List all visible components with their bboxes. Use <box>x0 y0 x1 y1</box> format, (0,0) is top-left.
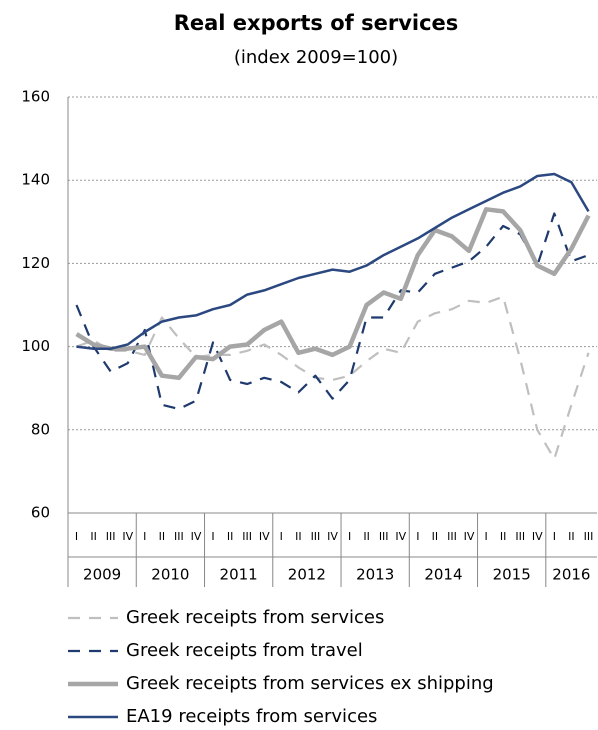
x-tick-label: IV <box>532 530 543 543</box>
year-label: 2009 <box>83 566 121 584</box>
x-tick-label: I <box>484 530 487 543</box>
x-tick-label: I <box>143 530 146 543</box>
x-tick-label: I <box>416 530 419 543</box>
x-tick-label: II <box>227 530 234 543</box>
year-label: 2012 <box>288 566 326 584</box>
y-tick-label: 100 <box>21 337 50 355</box>
x-tick-label: I <box>553 530 556 543</box>
x-tick-label: I <box>75 530 78 543</box>
x-tick-label: III <box>515 530 525 543</box>
x-tick-label: IV <box>122 530 133 543</box>
y-tick-label: 80 <box>31 420 50 438</box>
chart-subtitle: (index 2009=100) <box>234 47 398 68</box>
x-tick-label: IV <box>395 530 406 543</box>
y-tick-label: 120 <box>21 254 50 272</box>
year-label: 2013 <box>356 566 394 584</box>
legend-label: Greek receipts from travel <box>126 640 363 661</box>
x-tick-label: II <box>90 530 97 543</box>
legend-label: EA19 receipts from services <box>126 706 377 727</box>
x-tick-label: III <box>106 530 116 543</box>
line-series <box>75 212 589 411</box>
x-tick-label: IV <box>259 530 270 543</box>
x-tick-label: I <box>280 530 283 543</box>
line-series <box>76 295 590 460</box>
x-tick-label: III <box>447 530 457 543</box>
year-label: 2014 <box>424 566 462 584</box>
x-tick-label: IV <box>464 530 475 543</box>
x-tick-label: III <box>174 530 184 543</box>
y-tick-label: 160 <box>21 88 50 106</box>
x-tick-label: II <box>159 530 166 543</box>
y-tick-label: 140 <box>21 171 50 189</box>
chart-title: Real exports of services <box>174 11 459 35</box>
legend-label: Greek receipts from services ex shipping <box>126 673 494 694</box>
year-label: 2016 <box>552 566 590 584</box>
x-tick-label: I <box>348 530 351 543</box>
legend-label: Greek receipts from services <box>126 607 384 628</box>
x-tick-label: II <box>363 530 370 543</box>
x-tick-label: II <box>500 530 507 543</box>
y-tick-label: 60 <box>31 504 50 522</box>
line-series <box>76 172 590 350</box>
year-label: 2011 <box>220 566 258 584</box>
x-tick-label: II <box>295 530 302 543</box>
x-tick-label: IV <box>327 530 338 543</box>
x-tick-label: III <box>379 530 389 543</box>
x-tick-label: II <box>568 530 575 543</box>
x-tick-label: III <box>242 530 252 543</box>
x-tick-label: III <box>311 530 321 543</box>
year-label: 2010 <box>151 566 189 584</box>
year-label: 2015 <box>493 566 531 584</box>
x-tick-label: III <box>584 530 594 543</box>
line-series <box>75 207 591 381</box>
x-tick-label: I <box>211 530 214 543</box>
x-tick-label: II <box>432 530 439 543</box>
x-tick-label: IV <box>191 530 202 543</box>
